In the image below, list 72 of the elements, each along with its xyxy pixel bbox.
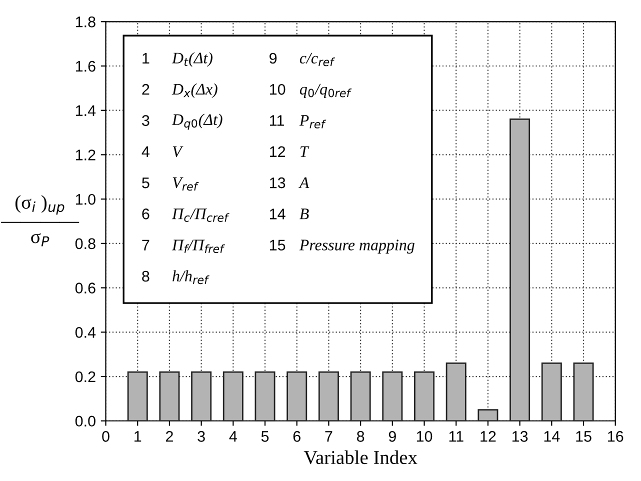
y-tick-label: 0.4 [75,327,96,338]
annotation: 11 [270,115,284,126]
x-tick-label: 3 [198,431,205,442]
y-tick-label: 1.4 [76,105,96,116]
x-axis-title: Variable Index [304,450,418,464]
annotation: 10 [270,84,286,95]
bar [414,371,435,421]
x-tick-label: 11 [449,431,464,442]
annotation: D$_{t}$(Δt) [172,52,212,67]
bar [191,371,212,421]
x-tick-label: 16 [608,431,624,442]
x-tick-label: 15 [576,431,592,442]
x-tick-label: 5 [261,431,269,442]
bar [541,362,562,421]
y-tick-label: 1.2 [76,150,96,160]
bar [382,371,403,421]
bar [318,371,339,421]
annotation: 1 [142,53,150,64]
x-tick-label: 2 [166,431,173,442]
y-tick-label: 1.6 [76,60,96,72]
annotation: V$_{ref}$ [172,177,199,191]
annotation: 3 [142,115,150,126]
annotation: 15 [270,240,286,251]
annotation: 7 [142,240,150,250]
x-tick-label: 14 [544,431,560,442]
annotation: 5 [142,178,150,188]
bar [127,371,148,421]
x-tick-label: 9 [388,431,396,442]
y-tick-label: 1.0 [76,194,96,205]
bar [350,371,371,421]
bar [446,362,466,421]
bar [159,371,180,421]
annotation: Pressure mapping [299,240,414,254]
x-tick-label: 10 [416,431,432,442]
annotation: 9 [270,52,277,64]
annotation: 14 [270,208,286,220]
x-tick-label: 8 [356,431,364,442]
annotation: Π$_{c}$/Π$_{cref}$ [172,208,230,222]
annotation: c/c$_{ref}$ [300,52,335,66]
annotation: 4 [142,146,150,157]
bar [286,371,308,421]
bar [573,362,594,421]
x-tick-label: 6 [293,431,300,442]
x-tick-label: 1 [134,431,142,442]
annotation: T [300,146,310,157]
annotation: 6 [142,208,150,220]
y-tick-label: 1.8 [76,16,96,28]
bar [254,371,276,421]
annotation: V [172,146,184,158]
y-tick-label: 0.0 [75,416,96,427]
bar [510,118,530,421]
bar [478,409,498,421]
x-tick-label: 7 [325,431,332,442]
x-tick-label: 0 [102,431,110,442]
annotation: D$_{q0}$(Δt) [172,114,222,130]
annotation: 2 [142,84,150,95]
y-tick-label: 0.6 [75,282,96,294]
x-tick-label: 4 [229,431,237,442]
y-tick-label: 0.2 [75,371,96,382]
annotation: P$_{ref}$ [299,115,326,128]
annotation: 8 [142,270,150,282]
annotation: D$_{x}$(Δx) [172,83,218,98]
x-tick-label: 13 [512,431,528,442]
x-tick-label: 12 [480,431,496,442]
annotation: Π$_{f}$/Π$_{fref}$ [172,240,225,254]
annotation: q$_{0}$/q$_{0ref}$ [300,84,352,98]
bar [222,371,244,421]
annotation: h/h$_{ref}$ [172,270,210,284]
annotation: A [298,177,310,188]
annotation: 12 [270,146,286,157]
annotation: B [300,208,309,220]
annotation: 13 [270,177,286,188]
